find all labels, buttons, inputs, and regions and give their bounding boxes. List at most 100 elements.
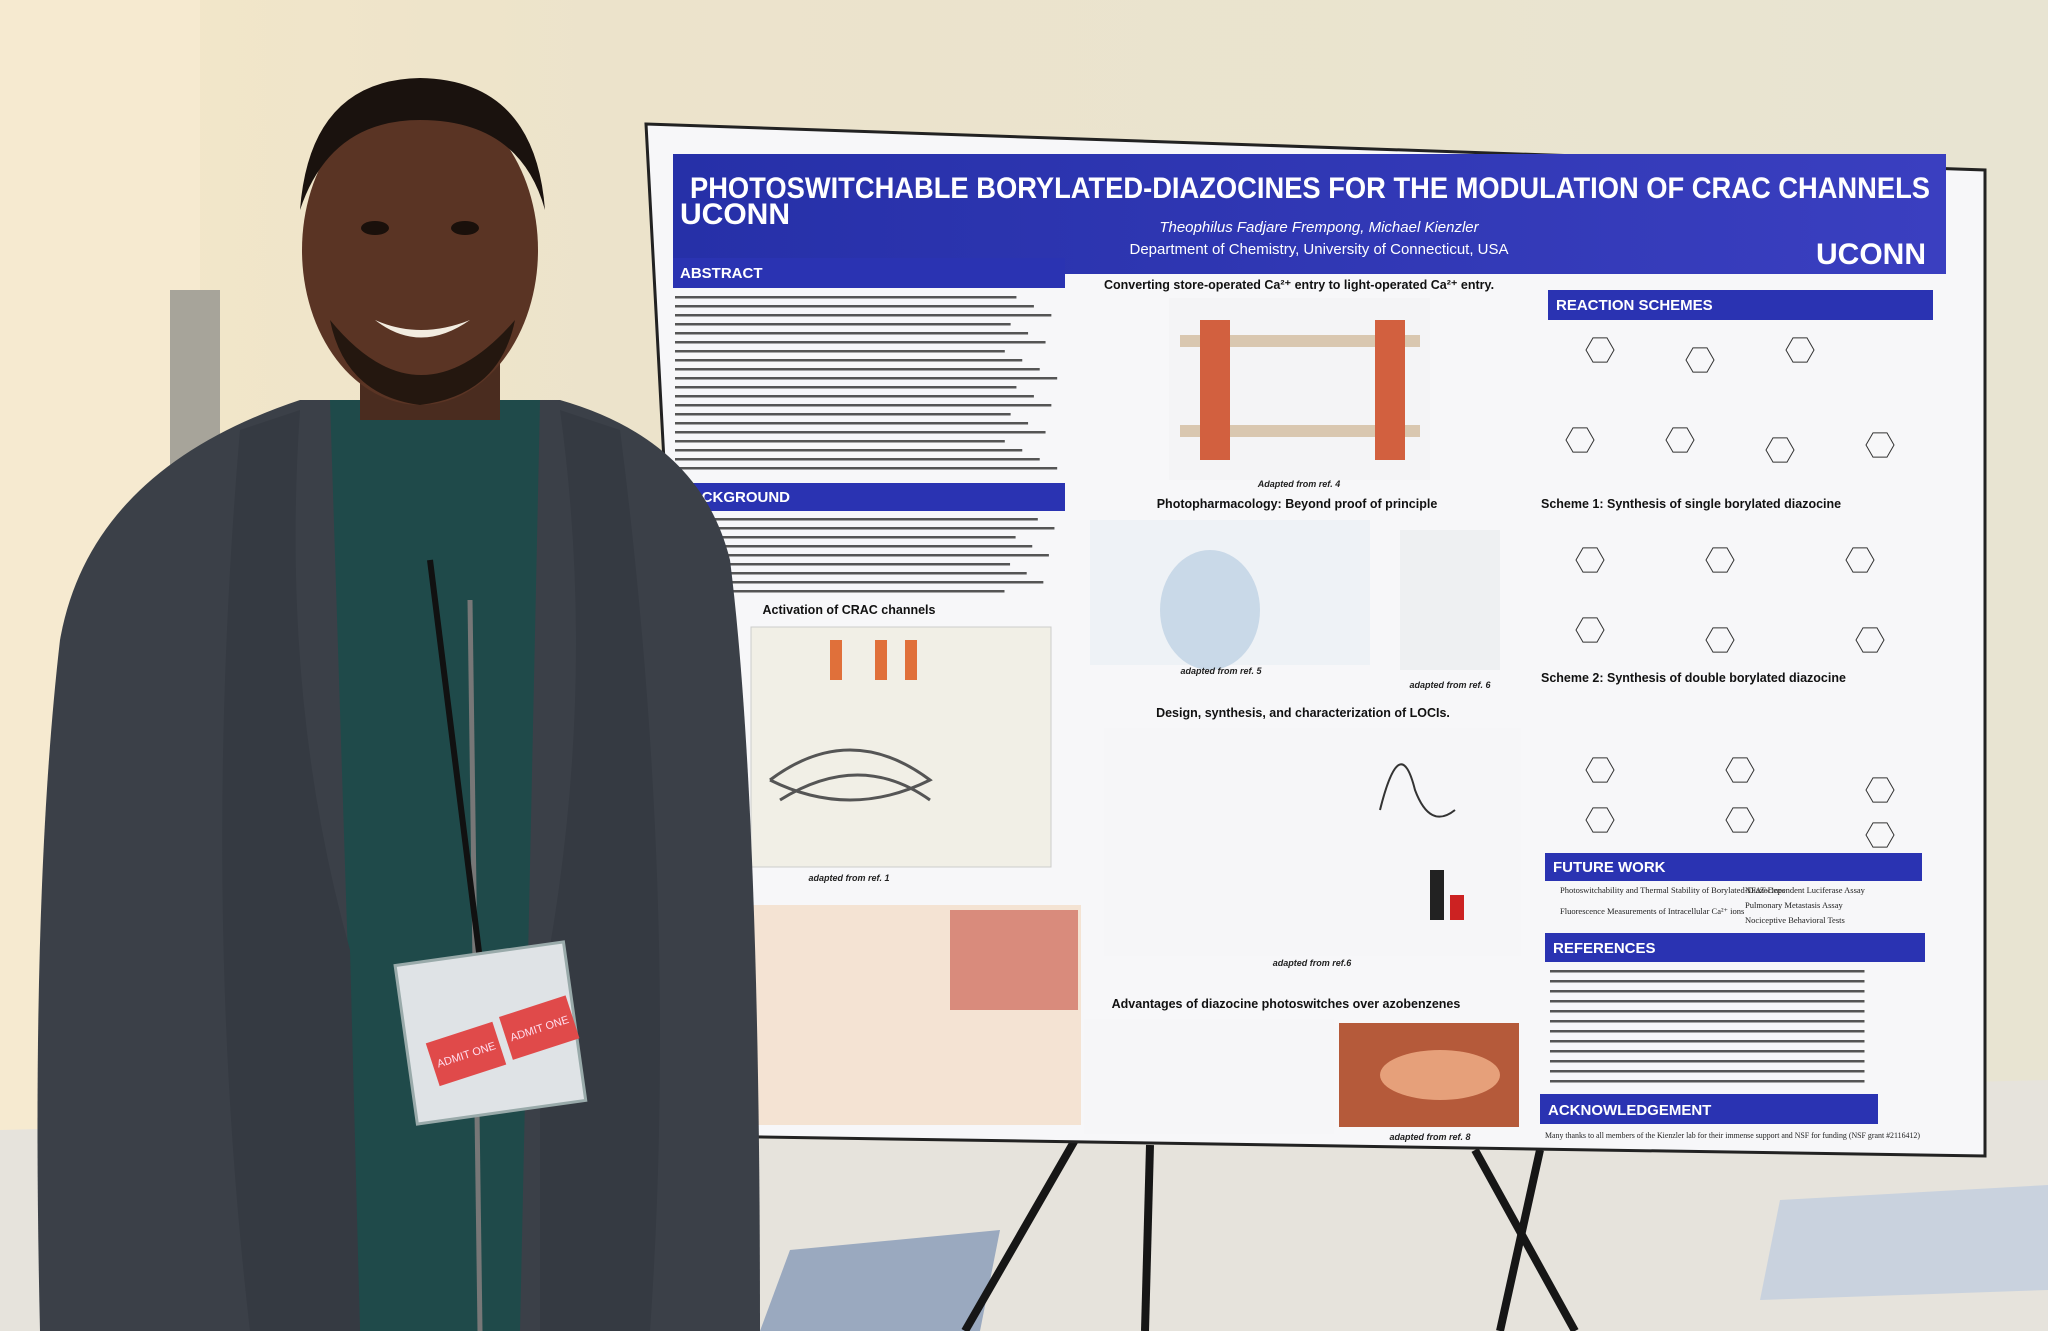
chem-ring [1865, 432, 1895, 458]
text-line [675, 422, 1029, 425]
text-line [675, 359, 1023, 362]
ticket [425, 1021, 507, 1087]
text-line [675, 458, 1040, 461]
body-text [675, 296, 1058, 470]
section-bar [1540, 1094, 1878, 1124]
figure-title: Scheme 2: Synthesis of double borylated … [1541, 671, 1846, 685]
text-line [675, 377, 1058, 380]
figure-title: Activation of CRAC channels [763, 603, 936, 617]
logo: UCONN [1816, 238, 1926, 271]
chem-ring [1585, 337, 1615, 363]
chem-ring [1665, 427, 1695, 453]
section-heading: REFERENCES [1553, 940, 1656, 957]
text-line [690, 572, 1027, 575]
chem-ring [1785, 337, 1815, 363]
beard [330, 320, 515, 405]
text-line [1550, 1030, 1865, 1033]
text-line [675, 413, 1011, 416]
channel [1375, 320, 1405, 460]
figure-drawing [830, 640, 842, 680]
text-line [1550, 1080, 1865, 1083]
caption: adapted from ref. 6 [1409, 680, 1491, 690]
chemical-structures [1565, 337, 1895, 848]
text-line [690, 527, 1055, 530]
ticket [498, 995, 580, 1060]
section-heading: FUTURE WORK [1553, 859, 1666, 876]
chem-ring [1845, 547, 1875, 573]
text-line [675, 296, 1017, 299]
figure [750, 626, 1052, 868]
caption: adapted from ref. 1 [808, 873, 889, 883]
text-line [675, 395, 1034, 398]
text-line [690, 590, 1005, 593]
head [302, 95, 538, 405]
chem-ring [1865, 822, 1895, 848]
figure-drawing [769, 748, 933, 802]
chem-ring [1575, 617, 1605, 643]
chem-ring [1575, 547, 1605, 573]
photo-detail [1380, 1050, 1500, 1100]
list-item: Photoswitchability and Thermal Stability… [1560, 885, 1785, 895]
section-bar [1545, 933, 1925, 962]
authors: Theophilus Fadjare Frempong, Michael Kie… [1159, 219, 1479, 236]
figure-title: Advantages of diazocine photoswitches ov… [1112, 997, 1461, 1011]
text-line [1550, 990, 1865, 993]
shirt [330, 400, 540, 1331]
chem-ring [1865, 777, 1895, 803]
text-line [675, 341, 1046, 344]
figure-drawing [1379, 763, 1456, 818]
section-bar [1548, 290, 1933, 320]
text-line [690, 581, 1044, 584]
acknowledgement-text: Many thanks to all members of the Kienzl… [1545, 1131, 1920, 1140]
text-line [1550, 1040, 1865, 1043]
text-line [1550, 970, 1865, 973]
text-line [675, 323, 1011, 326]
chem-ring [1565, 427, 1595, 453]
figure-drawing [1430, 870, 1444, 920]
text-line [675, 467, 1058, 470]
figure [1540, 325, 1940, 495]
person: ADMIT ONE ADMIT ONE [37, 78, 760, 1331]
text-line [675, 404, 1052, 407]
section-bar [673, 258, 1065, 288]
chem-ring [1685, 347, 1715, 373]
text-line [675, 431, 1046, 434]
caption: adapted from ref.6 [1273, 958, 1353, 968]
figure [1540, 515, 1940, 670]
chem-ring [1705, 547, 1735, 573]
logo: UCONN [680, 198, 790, 231]
figure-title: Scheme 1: Synthesis of single borylated … [1541, 497, 1841, 511]
chem-ring [1725, 807, 1755, 833]
text-line [690, 563, 1011, 566]
chem-ring [1765, 437, 1795, 463]
body-text [690, 518, 1055, 593]
text-line [675, 440, 1005, 443]
figure-drawing [1450, 895, 1464, 920]
figure-title: Converting store-operated Ca²⁺ entry to … [1104, 278, 1494, 292]
figure-drawing [875, 640, 887, 680]
hoodie-panel [222, 410, 360, 1331]
chem-ring [1855, 627, 1885, 653]
chem-ring [1585, 757, 1615, 783]
text-line [675, 314, 1052, 317]
list-item: Fluorescence Measurements of Intracellul… [1560, 906, 1744, 916]
floor-tile [760, 1230, 1000, 1331]
eye [361, 221, 389, 235]
text-line [690, 536, 1016, 539]
lanyard [427, 559, 483, 961]
chem-ring [1585, 807, 1615, 833]
text-line [1550, 1010, 1865, 1013]
chem-ring [1725, 757, 1755, 783]
text-line [690, 554, 1049, 557]
caption: Adapted from ref. 4 [1257, 479, 1341, 489]
channel [1200, 320, 1230, 460]
hair [300, 78, 545, 210]
chem-ring [1705, 627, 1735, 653]
figure-title: Design, synthesis, and characterization … [1156, 706, 1450, 720]
section-bar [1545, 853, 1922, 881]
eye [451, 221, 479, 235]
text-line [690, 518, 1038, 521]
text-line [675, 332, 1029, 335]
